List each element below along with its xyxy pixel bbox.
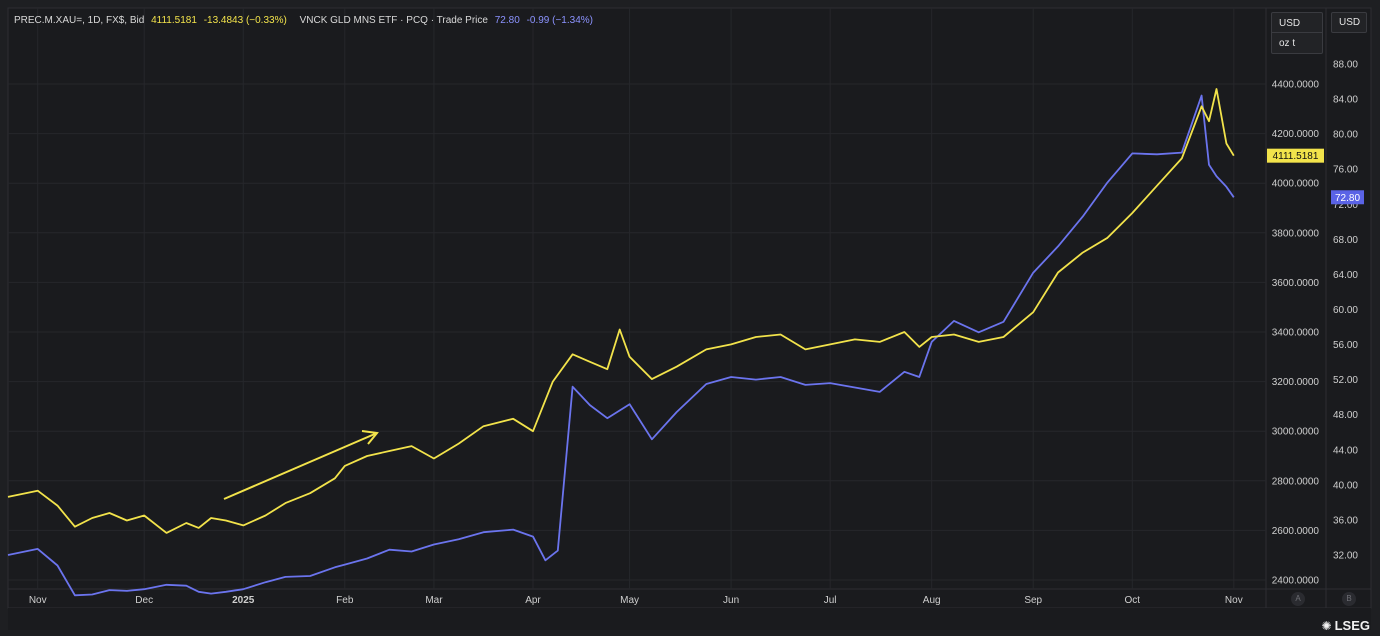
- right-y-tick-label: 84.00: [1333, 95, 1358, 106]
- x-tick-label: Oct: [1124, 595, 1140, 606]
- x-tick-label: Aug: [923, 595, 941, 606]
- right-y-tick-label: 40.00: [1333, 480, 1358, 491]
- x-tick-label: Feb: [336, 595, 354, 606]
- left-y-tick-label: 3800.0000: [1272, 228, 1320, 239]
- x-tick-label: Mar: [425, 595, 443, 606]
- left-y-tick-label: 4400.0000: [1272, 80, 1320, 91]
- etf-last-label: 72.80: [1335, 193, 1360, 204]
- left-y-tick-label: 3600.0000: [1272, 278, 1320, 289]
- left-axis-unit-selector[interactable]: USD oz t: [1271, 12, 1323, 54]
- x-tick-label: Sep: [1024, 595, 1042, 606]
- right-y-tick-label: 32.00: [1333, 551, 1358, 562]
- left-y-tick-label: 2600.0000: [1272, 526, 1320, 537]
- right-y-tick-label: 52.00: [1333, 375, 1358, 386]
- left-axis-weight-unit: oz t: [1279, 38, 1296, 49]
- x-tick-label: 2025: [232, 595, 255, 606]
- right-y-tick-label: 80.00: [1333, 130, 1358, 141]
- right-y-axis: 88.00 84.00 80.00 76.00 72.00 68.00 64.00 60.00…: [1333, 60, 1358, 562]
- etf-change: -0.99 (−1.34%): [526, 15, 593, 26]
- gold-change: -13.4843 (−0.33%): [203, 15, 287, 26]
- left-y-tick-label: 3000.0000: [1272, 427, 1320, 438]
- etf-series: [7, 94, 1235, 597]
- right-y-tick-label: 56.00: [1333, 340, 1358, 351]
- gold-last-label-bg: [1267, 148, 1324, 163]
- x-tick-label: Jul: [824, 595, 837, 606]
- gold-last-label: 4111.5181: [1273, 151, 1319, 162]
- chart-legend: PREC.M.XAU=, 1D, FX$, Bid 4111.5181 -13.…: [14, 15, 597, 26]
- left-y-tick-label: 3400.0000: [1272, 328, 1320, 339]
- right-y-tick-label: 36.00: [1333, 515, 1358, 526]
- left-y-tick-label: 4200.0000: [1272, 129, 1320, 140]
- trend-arrow-shaft: [223, 432, 378, 500]
- grid-lines: [8, 8, 1266, 589]
- left-axis-currency: USD: [1279, 18, 1301, 29]
- gold-symbol: PREC.M.XAU=, 1D, FX$, Bid: [14, 15, 145, 26]
- x-tick-label: Apr: [525, 595, 541, 606]
- x-axis: Nov Dec 2025 Feb Mar Apr May Jun Jul Aug Sep Oct Nov: [29, 595, 1243, 606]
- right-y-tick-label: 64.00: [1333, 270, 1358, 281]
- trend-arrow-head: [361, 430, 379, 445]
- right-axis-currency: USD: [1339, 17, 1361, 28]
- right-y-tick-label: 68.00: [1333, 235, 1358, 246]
- right-y-tick-label: 44.00: [1333, 445, 1358, 456]
- x-tick-label: Dec: [135, 595, 153, 606]
- lseg-brand: LSEG: [1334, 618, 1370, 633]
- left-y-tick-label: 4000.0000: [1272, 179, 1320, 190]
- x-tick-label: May: [620, 595, 639, 606]
- gold-last-value: 4111.5181: [151, 15, 197, 26]
- etf-price-line: [7, 94, 1235, 597]
- x-tick-label: Nov: [1225, 595, 1243, 606]
- x-tick-label: Nov: [29, 595, 47, 606]
- left-y-axis: 4400.0000 4200.0000 4000.0000 3800.0000 3600…: [1272, 80, 1320, 587]
- right-axis-unit-selector[interactable]: USD: [1331, 12, 1367, 33]
- right-y-tick-label: 76.00: [1333, 165, 1358, 176]
- left-y-tick-label: 2800.0000: [1272, 476, 1320, 487]
- etf-last-value: 72.80: [494, 15, 520, 26]
- right-y-tick-label: 72.00: [1333, 200, 1358, 211]
- lseg-logo: ✺ LSEG: [1322, 618, 1370, 633]
- etf-last-label-bg: [1331, 190, 1364, 205]
- gold-series: [7, 88, 1235, 534]
- lseg-mark-icon: ✺: [1321, 619, 1332, 633]
- gold-price-line: [7, 88, 1235, 534]
- axis-b-button[interactable]: B: [1342, 592, 1356, 606]
- last-value-labels: 4111.5181 72.80: [1267, 148, 1364, 205]
- etf-symbol: VNCK GLD MNS ETF · PCQ · Trade Price: [299, 15, 488, 26]
- x-tick-label: Jun: [723, 595, 739, 606]
- right-y-tick-label: 48.00: [1333, 410, 1358, 421]
- axis-a-button[interactable]: A: [1291, 592, 1305, 606]
- left-y-tick-label: 3200.0000: [1272, 377, 1320, 388]
- left-y-tick-label: 2400.0000: [1272, 576, 1320, 587]
- right-y-tick-label: 88.00: [1333, 60, 1358, 71]
- right-y-tick-label: 60.00: [1333, 305, 1358, 316]
